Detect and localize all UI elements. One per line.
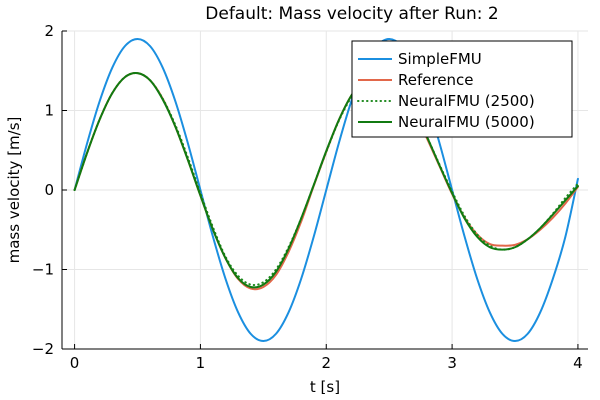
- chart-title: Default: Mass velocity after Run: 2: [205, 4, 498, 24]
- y-tick-label: 0: [44, 181, 54, 199]
- series-lines: [73, 37, 579, 343]
- y-tick-label: −1: [32, 261, 54, 279]
- y-tick-label: 2: [44, 22, 54, 40]
- x-tick-label: 3: [447, 354, 457, 372]
- legend-label-simplefmu: SimpleFMU: [398, 50, 482, 68]
- x-axis-label: t [s]: [310, 378, 340, 396]
- y-tick-label: 1: [44, 102, 54, 120]
- x-tick-label: 2: [321, 354, 331, 372]
- series-line-neuralfmu-5000: [73, 72, 579, 289]
- legend-label-reference: Reference: [398, 71, 474, 89]
- series-line-simplefmu: [73, 37, 579, 343]
- x-tick-label: 1: [196, 354, 206, 372]
- legend-label-neuralfmu-2500: NeuralFMU (2500): [398, 92, 535, 110]
- x-tick-label: 4: [573, 354, 583, 372]
- legend: SimpleFMU Reference NeuralFMU (2500) Neural…: [351, 40, 573, 138]
- axes: [61, 30, 588, 350]
- tick-labels: 0 1 2 3 4 −2 −1 0 1 2: [32, 22, 583, 372]
- y-axis-label: mass velocity [m/s]: [5, 117, 23, 264]
- x-tick-label: 0: [70, 354, 80, 372]
- y-tick-label: −2: [32, 340, 54, 358]
- legend-label-neuralfmu-5000: NeuralFMU (5000): [398, 113, 535, 131]
